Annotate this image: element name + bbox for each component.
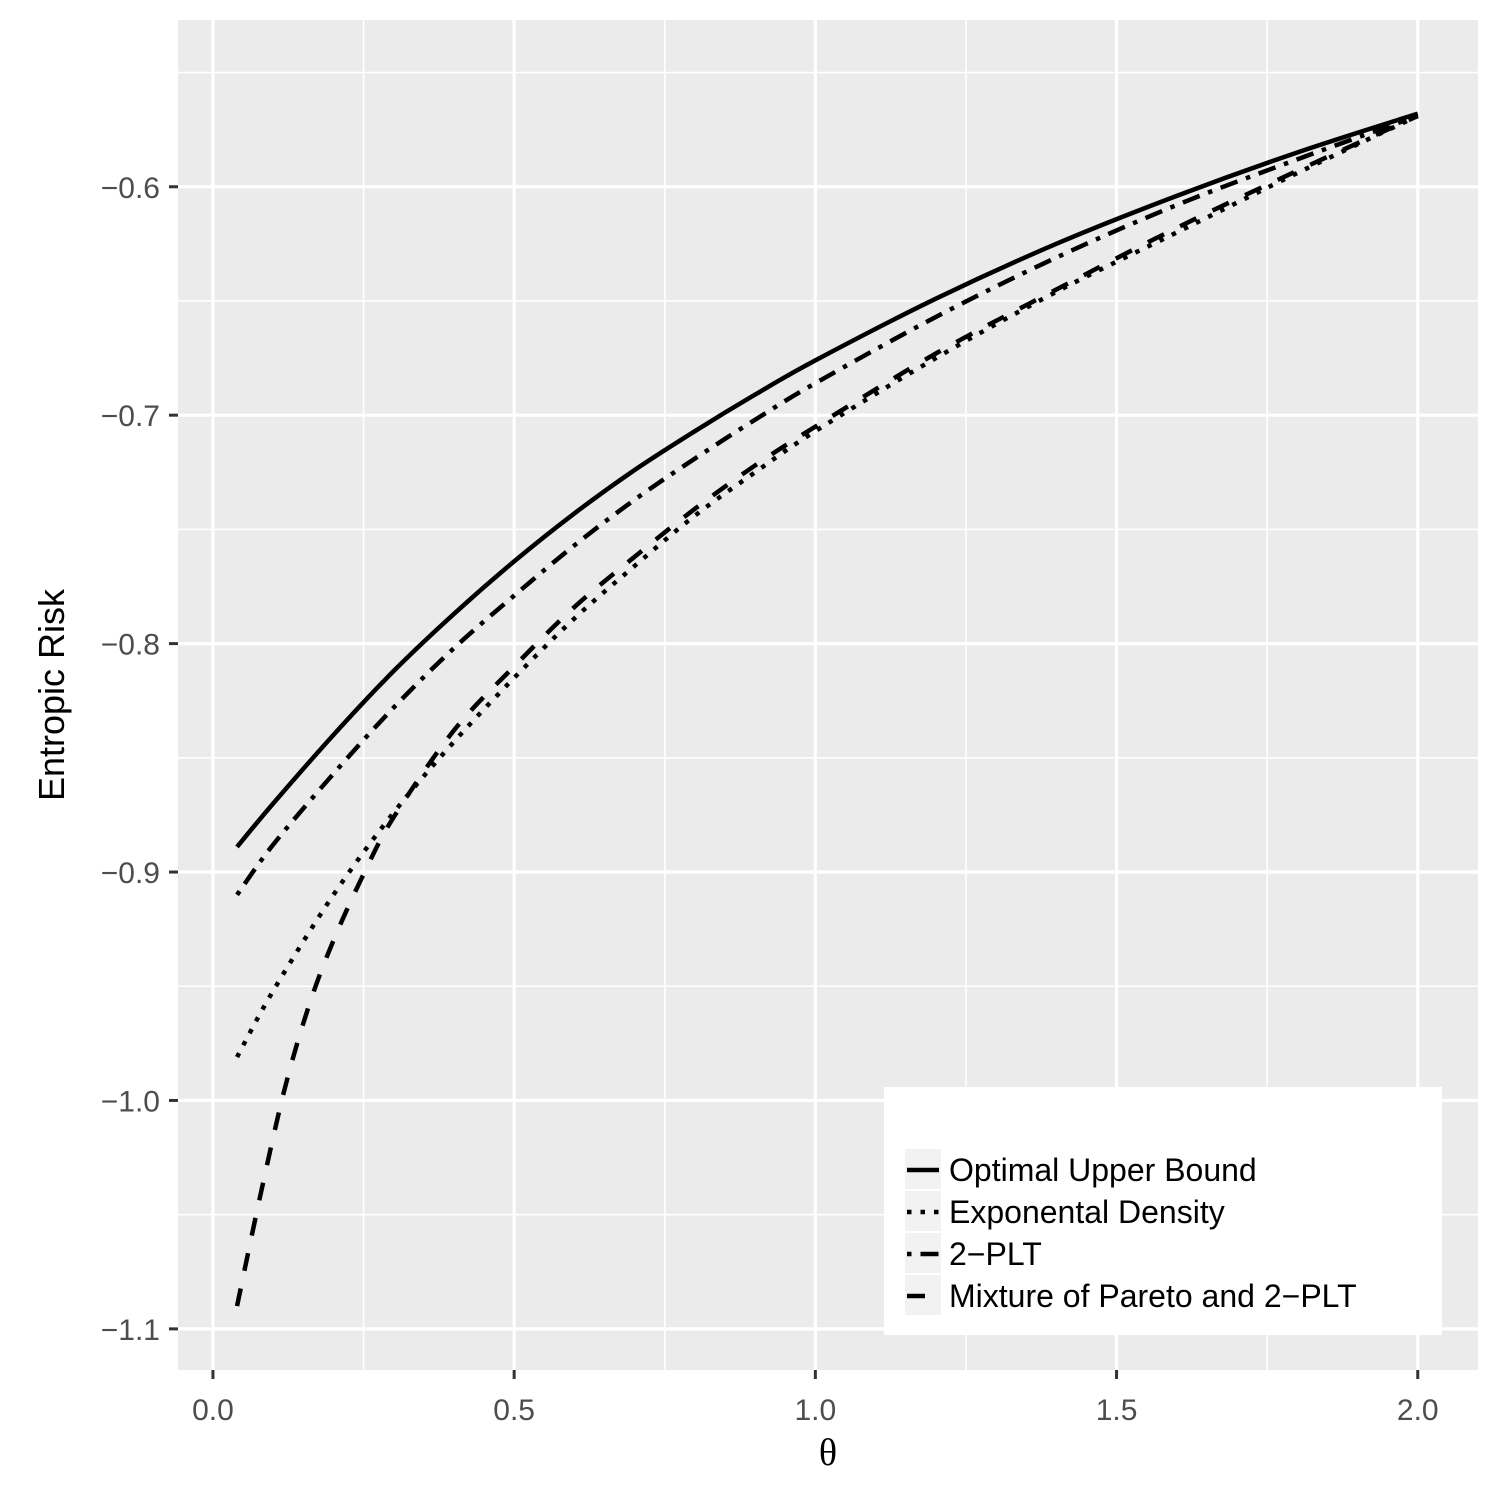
x-axis: 0.0 0.5 1.0 1.5 2.0 [192,1370,1439,1427]
legend-background [884,1087,1442,1335]
y-tick-label: −0.6 [101,172,160,205]
series-line [235,113,1419,1059]
legend-label: Exponental Density [949,1194,1225,1230]
y-tick-label: −0.9 [101,857,160,890]
legend-label: Mixture of Pareto and 2−PLT [949,1278,1357,1314]
x-axis-title: θ [819,1432,837,1474]
y-tick-label: −0.7 [101,400,160,433]
legend-label: 2−PLT [949,1236,1042,1272]
series-line [234,113,1419,1307]
series-lines [234,111,1419,1307]
legend-label: Optimal Upper Bound [949,1152,1257,1188]
series-line [235,113,1419,897]
y-tick-label: −0.8 [101,629,160,662]
series-line [235,111,1419,849]
y-tick-label: −1.1 [101,1314,160,1347]
x-tick-label: 2.0 [1397,1394,1439,1427]
x-tick-label: 1.5 [1096,1394,1138,1427]
y-axis: −0.6 −0.7 −0.8 −0.9 −1.0 −1.1 [101,172,178,1347]
y-tick-label: −1.0 [101,1085,160,1118]
y-axis-title: Entropic Risk [31,588,72,801]
x-tick-label: 0.0 [192,1394,234,1427]
legend: Optimal Upper Bound Exponental Density 2−P… [884,1087,1442,1335]
x-tick-label: 1.0 [794,1394,836,1427]
x-tick-label: 0.5 [493,1394,535,1427]
minor-gridlines [178,20,1478,1370]
